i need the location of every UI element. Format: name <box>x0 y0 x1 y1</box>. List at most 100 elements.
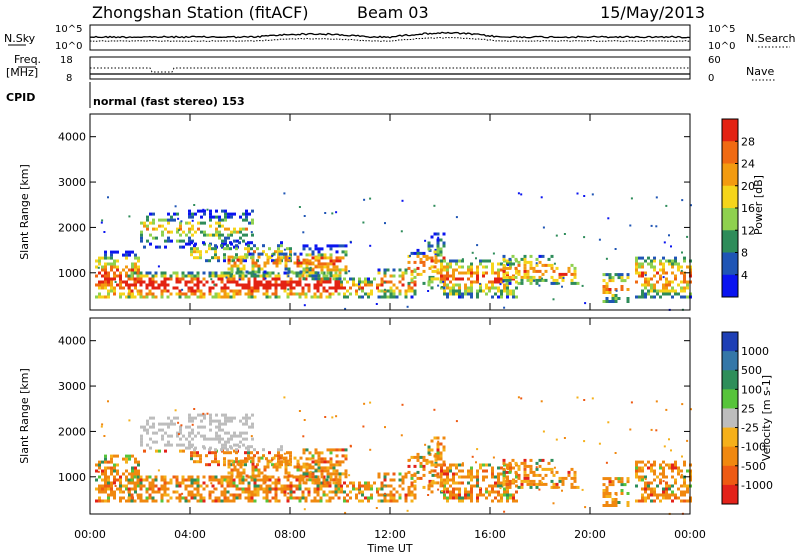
velocity-cell <box>247 481 251 485</box>
velocity-cell <box>442 460 446 464</box>
power-cell <box>662 268 665 272</box>
power-cell <box>188 242 191 246</box>
velocity-cell <box>280 484 284 488</box>
velocity-cell <box>464 490 467 494</box>
power-cell <box>334 289 338 293</box>
velocity-cell <box>635 499 638 503</box>
velocity-cell <box>671 466 674 470</box>
power-cell <box>680 289 683 293</box>
velocity-cell <box>262 478 266 482</box>
velocity-cell <box>280 445 283 449</box>
power-cell <box>256 259 259 263</box>
power-cell <box>644 283 647 287</box>
power-cell <box>349 286 352 290</box>
velocity-cell <box>256 478 260 482</box>
velocity-cell <box>139 478 143 482</box>
power-cell <box>659 295 662 299</box>
velocity-cell <box>163 481 167 485</box>
velocity-cell <box>681 455 683 458</box>
power-cell <box>223 286 227 290</box>
power-cell <box>104 265 107 269</box>
velocity-cell <box>217 481 221 485</box>
velocity-cell <box>515 484 518 488</box>
power-cell <box>392 295 396 299</box>
velocity-cell <box>674 466 677 470</box>
power-cell <box>427 290 430 292</box>
velocity-cell <box>533 483 536 486</box>
velocity-cell <box>95 478 98 482</box>
velocity-cell <box>467 469 470 473</box>
power-cell <box>317 247 321 251</box>
power-cell <box>232 259 235 263</box>
power-cell <box>499 283 502 286</box>
power-cell <box>133 295 137 299</box>
velocity-cell <box>264 481 267 484</box>
velocity-cell <box>142 478 146 482</box>
velocity-cell <box>392 487 396 491</box>
power-cell <box>552 281 556 285</box>
velocity-cell <box>668 466 671 470</box>
y-tick-label: 3000 <box>58 176 86 189</box>
power-cell <box>563 233 566 235</box>
cpid-panel: CPID normal (fast stereo) 153 <box>6 82 245 108</box>
power-cell <box>139 280 143 284</box>
velocity-cell <box>443 481 446 485</box>
velocity-cell <box>476 475 479 479</box>
velocity-cell <box>641 487 644 491</box>
velocity-cell <box>223 463 226 467</box>
power-cell <box>668 234 670 237</box>
velocity-cell <box>263 474 267 478</box>
velocity-cell <box>284 459 288 463</box>
velocity-cell <box>151 496 155 500</box>
power-cell <box>218 218 221 222</box>
power-cell <box>145 295 149 299</box>
power-cell <box>436 241 440 245</box>
velocity-cell <box>665 408 668 411</box>
velocity-cell <box>500 496 503 500</box>
velocity-cell <box>425 458 429 462</box>
velocity-cell <box>413 473 417 477</box>
velocity-cell <box>250 445 253 449</box>
velocity-cell <box>367 496 370 500</box>
velocity-cell <box>325 493 329 497</box>
velocity-cell <box>398 493 402 497</box>
velocity-cell <box>446 469 449 473</box>
velocity-cell <box>683 478 686 482</box>
power-cell <box>200 209 203 213</box>
power-cell <box>544 278 548 282</box>
power-cell <box>383 271 387 275</box>
power-cell <box>280 256 283 260</box>
colorbar-swatch <box>722 185 738 209</box>
power-cell <box>95 283 98 287</box>
velocity-cell <box>442 484 445 487</box>
power-cell <box>436 247 440 251</box>
power-cell <box>114 281 117 283</box>
power-cell <box>311 268 315 272</box>
power-cell <box>151 295 155 299</box>
velocity-cell <box>690 408 692 411</box>
power-cell <box>235 292 239 296</box>
power-cell <box>245 212 248 216</box>
velocity-cell <box>570 467 574 471</box>
velocity-cell <box>647 484 650 488</box>
power-cell <box>229 280 233 284</box>
velocity-cell <box>343 496 346 500</box>
velocity-cell <box>236 434 239 438</box>
velocity-cell <box>314 448 318 452</box>
velocity-cell <box>188 446 191 450</box>
velocity-cell <box>635 466 638 470</box>
velocity-cell <box>229 445 232 449</box>
velocity-cell <box>164 443 167 447</box>
power-cell <box>662 289 665 293</box>
power-cell <box>277 277 281 281</box>
velocity-cell <box>202 496 206 500</box>
power-cell <box>133 271 137 275</box>
velocity-cell <box>190 445 193 449</box>
velocity-cell <box>271 496 275 500</box>
power-cell <box>193 244 196 248</box>
power-cell <box>485 283 488 287</box>
velocity-cell <box>464 496 467 500</box>
x-tick-label: 00:00 <box>74 528 106 541</box>
power-cell <box>262 244 265 248</box>
power-cell <box>323 262 327 266</box>
